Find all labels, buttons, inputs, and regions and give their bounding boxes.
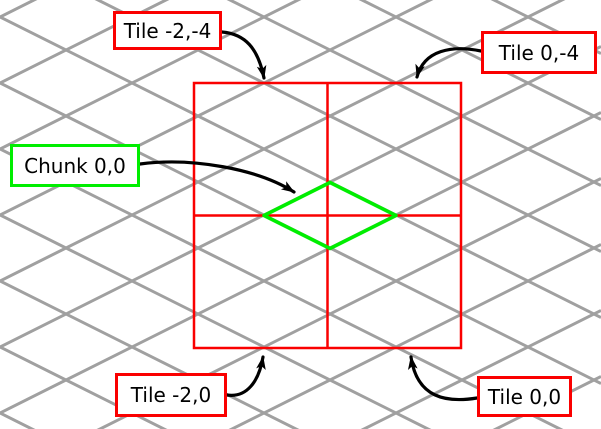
callout-arrows bbox=[138, 30, 483, 402]
grid-line bbox=[94, 0, 601, 253]
grid-line bbox=[0, 0, 566, 283]
callout-tile-0-n4: Tile 0,-4 bbox=[481, 31, 597, 74]
callout-tile-n2-0-text: Tile -2,0 bbox=[130, 383, 212, 407]
callout-tile-0-n4-text: Tile 0,-4 bbox=[498, 40, 580, 65]
grid-line bbox=[226, 0, 601, 187]
tile-boundaries bbox=[192, 81, 463, 350]
callout-arrow-0 bbox=[220, 30, 267, 80]
callout-tile-n2-n4: Tile -2,-4 bbox=[113, 11, 222, 50]
grid-line bbox=[0, 213, 432, 429]
grid-line bbox=[490, 0, 601, 55]
chunk-diamond bbox=[262, 180, 398, 251]
grid-line bbox=[0, 0, 170, 85]
grid-line bbox=[360, 309, 601, 429]
callout-tile-n2-n4-text: Tile -2,-4 bbox=[123, 18, 212, 43]
callout-tile-0-0-text: Tile 0,0 bbox=[487, 384, 562, 409]
callout-tile-n2-0: Tile -2,0 bbox=[115, 373, 227, 417]
grid-line bbox=[0, 15, 601, 319]
chunk-diamond-outline bbox=[262, 180, 398, 251]
grid-line bbox=[0, 111, 601, 415]
grid-line bbox=[228, 243, 601, 429]
callout-arrow-3 bbox=[225, 355, 266, 397]
grid-line bbox=[0, 0, 302, 151]
callout-tile-0-0: Tile 0,0 bbox=[477, 376, 572, 417]
callout-arrow-2 bbox=[138, 160, 296, 194]
grid-line bbox=[0, 279, 300, 429]
callout-chunk-0-0-text: Chunk 0,0 bbox=[24, 153, 126, 178]
grid-line bbox=[492, 375, 601, 429]
grid-line bbox=[0, 345, 168, 429]
callout-chunk-0-0: Chunk 0,0 bbox=[10, 144, 140, 187]
callout-arrow-1 bbox=[415, 47, 483, 79]
callout-arrow-4 bbox=[408, 355, 479, 402]
